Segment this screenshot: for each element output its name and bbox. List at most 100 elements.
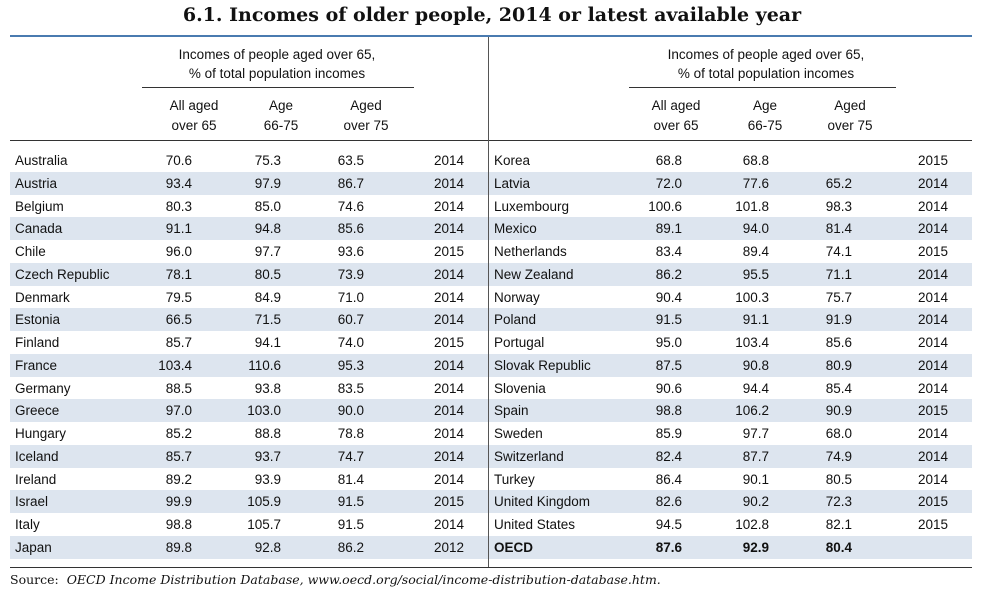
col-header-age-66-75: Age 66-75 — [241, 96, 321, 136]
table-row: Japan 89.8 92.8 86.2 2012 — [10, 535, 488, 559]
all-aged-cell: 89.1 — [655, 221, 682, 237]
country-cell: Netherlands — [494, 244, 567, 259]
table-row: Czech Republic 78.1 80.5 73.9 2014 — [10, 262, 488, 286]
all-aged-cell: 85.2 — [165, 426, 192, 441]
year-cell: 2015 — [917, 153, 948, 168]
age-66-75-cell: 106.2 — [735, 403, 769, 419]
table-row: New Zealand 86.2 95.5 71.1 2014 — [489, 262, 972, 286]
country-cell: OECD — [494, 539, 534, 555]
table-row: Slovenia 90.6 94.4 85.4 2014 — [489, 377, 972, 400]
aged-over-75-cell: 65.2 — [825, 175, 852, 191]
col-header-age-66-75: Age 66-75 — [725, 96, 805, 136]
aged-over-75-cell: 60.7 — [337, 312, 364, 328]
aged-over-75-cell: 74.1 — [825, 244, 852, 259]
aged-over-75-cell: 80.4 — [825, 539, 852, 555]
year-cell: 2014 — [433, 175, 464, 191]
country-cell: Estonia — [15, 312, 61, 328]
aged-over-75-cell: 74.0 — [337, 335, 364, 350]
aged-over-75-cell: 93.6 — [337, 244, 364, 259]
country-cell: Canada — [15, 221, 63, 237]
all-aged-cell: 68.8 — [655, 153, 682, 168]
col-header-all-aged: All aged over 65 — [636, 96, 716, 136]
country-cell: France — [15, 357, 58, 373]
age-66-75-cell: 103.0 — [247, 403, 281, 419]
age-66-75-cell: 94.1 — [254, 335, 281, 350]
aged-over-75-cell: 85.6 — [825, 335, 852, 350]
age-66-75-cell: 91.1 — [742, 312, 769, 328]
all-aged-cell: 82.4 — [655, 448, 682, 464]
country-cell: Japan — [15, 539, 52, 555]
age-66-75-cell: 97.7 — [742, 426, 769, 441]
age-66-75-cell: 94.4 — [742, 380, 769, 396]
age-66-75-cell: 93.7 — [254, 448, 281, 464]
col-header-aged-over-75-line1: Aged — [834, 98, 866, 113]
all-aged-cell: 70.6 — [165, 153, 192, 168]
year-cell: 2014 — [917, 312, 948, 328]
table-row: Australia 70.6 75.3 63.5 2014 — [10, 149, 488, 172]
aged-over-75-cell: 72.3 — [825, 494, 852, 510]
table-row: Finland 85.7 94.1 74.0 2015 — [10, 331, 488, 354]
age-66-75-cell: 90.1 — [742, 471, 769, 487]
table-row: Switzerland 82.4 87.7 74.9 2014 — [489, 444, 972, 468]
aged-over-75-cell: 80.5 — [825, 471, 852, 487]
table-row: Chile 96.0 97.7 93.6 2015 — [10, 240, 488, 263]
all-aged-cell: 91.5 — [655, 312, 682, 328]
age-66-75-cell: 97.9 — [254, 175, 281, 191]
year-cell: 2014 — [917, 335, 948, 350]
all-aged-cell: 88.5 — [165, 380, 192, 396]
year-cell: 2014 — [433, 153, 464, 168]
age-66-75-cell: 102.8 — [735, 517, 769, 532]
age-66-75-cell: 101.8 — [735, 198, 769, 214]
bottom-rule — [10, 567, 972, 568]
top-rule — [10, 35, 972, 37]
aged-over-75-cell: 91.9 — [825, 312, 852, 328]
table-row: Mexico 89.1 94.0 81.4 2014 — [489, 217, 972, 240]
col-header-age-66-75-line2: 66-75 — [747, 118, 783, 133]
aged-over-75-cell: 78.8 — [337, 426, 364, 441]
table-row: Netherlands 83.4 89.4 74.1 2015 — [489, 240, 972, 263]
aged-over-75-cell: 95.3 — [337, 357, 364, 373]
all-aged-cell: 86.2 — [655, 266, 682, 282]
table-row: Germany 88.5 93.8 83.5 2014 — [10, 377, 488, 400]
all-aged-cell: 85.7 — [165, 335, 192, 350]
aged-over-75-cell: 85.4 — [825, 380, 852, 396]
all-aged-cell: 66.5 — [165, 312, 192, 328]
year-cell: 2014 — [917, 221, 948, 237]
age-66-75-cell: 94.0 — [742, 221, 769, 237]
aged-over-75-cell: 90.9 — [825, 403, 852, 419]
age-66-75-cell: 77.6 — [742, 175, 769, 191]
country-cell: Mexico — [494, 221, 537, 237]
aged-over-75-cell: 75.7 — [825, 289, 852, 305]
all-aged-cell: 98.8 — [165, 517, 192, 532]
country-cell: Austria — [15, 175, 58, 191]
country-cell: Germany — [15, 380, 71, 396]
col-header-all-aged: All aged over 65 — [154, 96, 234, 136]
year-cell: 2014 — [433, 198, 464, 214]
header-rule — [489, 140, 972, 141]
col-header-age-66-75-line2: 66-75 — [263, 118, 299, 133]
aged-over-75-cell: 68.0 — [825, 426, 852, 441]
col-header-all-aged-line1: All aged — [169, 98, 219, 113]
all-aged-cell: 72.0 — [655, 175, 682, 191]
aged-over-75-cell: 86.2 — [337, 539, 364, 555]
year-cell: 2015 — [917, 244, 948, 259]
aged-over-75-cell: 81.4 — [337, 471, 364, 487]
col-header-aged-over-75-line2: over 75 — [827, 118, 873, 133]
country-cell: New Zealand — [494, 266, 574, 282]
aged-over-75-cell: 98.3 — [825, 198, 852, 214]
col-header-all-aged-line1: All aged — [651, 98, 701, 113]
table-row: Austria 93.4 97.9 86.7 2014 — [10, 171, 488, 195]
aged-over-75-cell: 63.5 — [337, 153, 364, 168]
age-66-75-cell: 68.8 — [742, 153, 769, 168]
country-cell: Slovak Republic — [494, 357, 591, 373]
aged-over-75-cell: 83.5 — [337, 380, 364, 396]
table-row: Ireland 89.2 93.9 81.4 2014 — [10, 468, 488, 491]
year-cell: 2014 — [433, 380, 464, 396]
age-66-75-cell: 85.0 — [254, 198, 281, 214]
table-row: Spain 98.8 106.2 90.9 2015 — [489, 399, 972, 422]
year-cell: 2014 — [917, 471, 948, 487]
table-row: Israel 99.9 105.9 91.5 2015 — [10, 490, 488, 513]
age-66-75-cell: 105.7 — [247, 517, 281, 532]
year-cell: 2014 — [917, 357, 948, 373]
aged-over-75-cell: 74.6 — [337, 198, 364, 214]
